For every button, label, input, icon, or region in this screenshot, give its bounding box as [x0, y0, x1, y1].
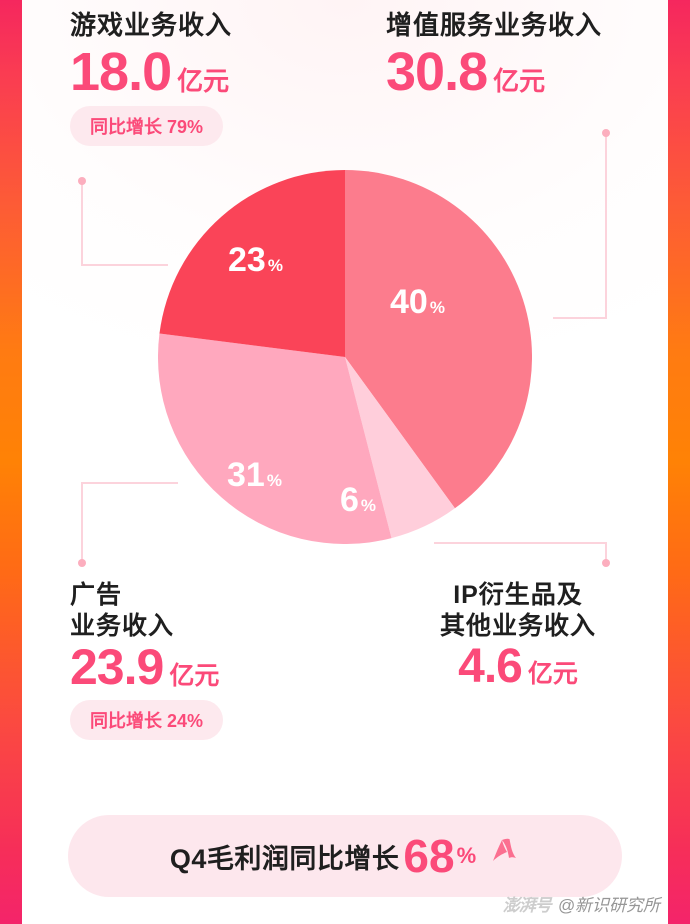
segment-ads-growth-badge: 同比增长 24%: [70, 700, 224, 740]
gross-profit-percent-sign: %: [456, 843, 477, 868]
pie-slice: [345, 170, 532, 509]
revenue-pie-chart: 40 % 6 % 31 % 23 %: [158, 170, 532, 544]
left-edge-gradient-stripe: [0, 0, 22, 924]
segment-ip-amount-row: 4.6 亿元: [440, 640, 596, 693]
segment-game-title: 游戏业务收入: [70, 10, 233, 40]
segment-vas-title: 增值服务业务收入: [386, 10, 603, 40]
segment-vas: 增值服务业务收入 30.8 亿元: [386, 10, 603, 102]
segment-game-amount: 18.0: [70, 41, 172, 102]
segment-vas-amount: 30.8: [386, 41, 488, 102]
segment-ip-amount: 4.6: [458, 640, 523, 693]
segment-game-unit: 亿元: [177, 65, 230, 96]
segment-vas-unit: 亿元: [493, 65, 546, 96]
segment-ip-unit: 亿元: [527, 660, 578, 688]
segment-ip-title: IP衍生品及 其他业务收入: [440, 581, 597, 640]
segment-game-amount-row: 18.0 亿元: [70, 41, 232, 102]
segment-ads: 广告 业务收入 23.9 亿元 同比增长 24%: [70, 580, 224, 740]
gross-profit-banner: Q4毛利润同比增长 68 %: [68, 815, 622, 897]
segment-vas-amount-row: 30.8 亿元: [386, 41, 602, 102]
pie-slice: [158, 333, 392, 544]
segment-ip: IP衍生品及 其他业务收入 4.6 亿元: [440, 580, 597, 693]
segment-game-growth-badge: 同比增长 79%: [70, 106, 224, 147]
segment-ads-unit: 亿元: [169, 662, 220, 690]
segment-ads-title: 广告 业务收入: [70, 581, 175, 640]
gross-profit-value: 68: [403, 830, 455, 882]
watermark: 澎湃号 @新识研究所: [503, 891, 660, 916]
segment-ads-amount: 23.9: [70, 639, 164, 695]
right-edge-gradient-stripe: [668, 0, 690, 924]
segment-game: 游戏业务收入 18.0 亿元 同比增长 79%: [70, 10, 233, 147]
up-arrow-icon: [490, 837, 520, 876]
gross-profit-label: Q4毛利润同比增长: [169, 843, 400, 874]
pie-slice: [345, 357, 455, 539]
pie-slice: [159, 170, 345, 357]
watermark-logo: 澎湃号: [502, 896, 552, 915]
watermark-account-name: @新识研究所: [557, 896, 660, 915]
segment-ads-amount-row: 23.9 亿元: [70, 639, 223, 695]
pie-svg: [158, 170, 532, 544]
